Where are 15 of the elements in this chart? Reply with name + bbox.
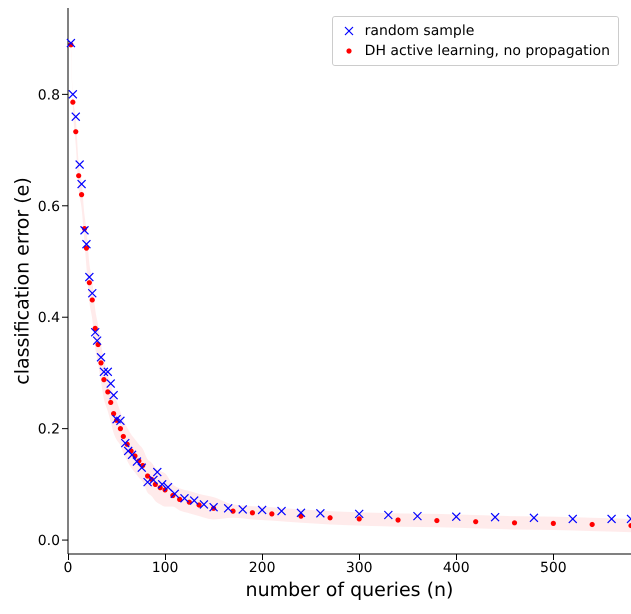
x-tick-label: 500 [538, 560, 568, 576]
y-axis-title: classification error (e) [12, 177, 34, 385]
x-tick-label: 400 [442, 560, 471, 576]
legend-label: DH active learning, no propagation [364, 43, 610, 59]
y-tick-label: 0.4 [38, 310, 60, 326]
y-tick-label: 0.6 [38, 198, 60, 215]
x-tick-label: 200 [248, 560, 276, 576]
legend-label: random sample [364, 23, 474, 39]
y-tick-label: 0.8 [38, 87, 60, 104]
x-tick-label: 300 [344, 560, 374, 576]
x-tick-label: 0 [62, 560, 74, 576]
x-tick-label: 100 [150, 560, 180, 576]
x-axis-title: number of queries (n) [246, 579, 454, 601]
y-tick-label: 0.2 [38, 422, 60, 438]
y-tick-label: 0.0 [38, 533, 60, 550]
